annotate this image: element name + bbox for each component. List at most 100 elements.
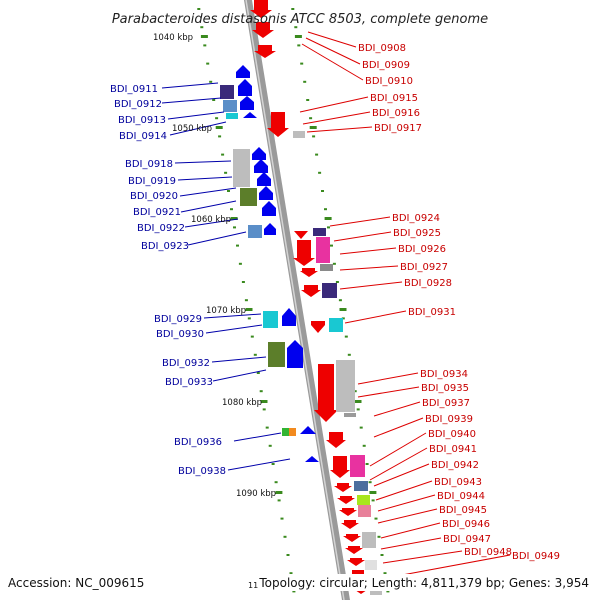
scale-tick: [380, 554, 384, 556]
scale-tick: [324, 208, 327, 211]
scale-tick: [306, 99, 310, 101]
scale-label: 1070 kbp: [206, 306, 246, 316]
left-gene-labels: BDI_0911 BDI_0912 BDI_0913 BDI_0914 BDI_…: [110, 84, 226, 477]
gene-label[interactable]: BDI_0947: [443, 534, 491, 545]
gene-label[interactable]: BDI_0913: [118, 115, 166, 126]
gene-box: [329, 318, 343, 332]
scale-tick-major: [294, 35, 302, 38]
gene-box: [220, 85, 234, 99]
gene-label[interactable]: BDI_0934: [420, 369, 468, 380]
gene-arrow: [259, 186, 273, 200]
scale-tick: [262, 408, 266, 411]
gene-arrow: [243, 112, 257, 118]
scale-tick: [297, 44, 301, 47]
gene-label[interactable]: BDI_0925: [393, 228, 441, 239]
gene-label[interactable]: BDI_0916: [372, 108, 420, 119]
gene-label[interactable]: BDI_0935: [421, 383, 469, 394]
scale-tick-major: [275, 491, 283, 494]
scale-tick-major: [369, 491, 377, 494]
scale-tick: [289, 572, 293, 575]
gene-label[interactable]: BDI_0919: [128, 176, 176, 187]
gene-label[interactable]: BDI_0917: [374, 123, 422, 134]
gene-label[interactable]: BDI_0914: [119, 131, 167, 142]
gene-box: [362, 532, 376, 548]
gene-label[interactable]: BDI_0922: [137, 223, 185, 234]
scale-tick-major: [324, 217, 332, 220]
gene-arrow: [300, 426, 316, 434]
gene-arrow: [305, 456, 319, 462]
gene-label[interactable]: BDI_0926: [398, 244, 446, 255]
gene-label[interactable]: BDI_0933: [165, 377, 213, 388]
gene-box: [226, 113, 238, 119]
label-leaders: [161, 31, 511, 579]
gene-label[interactable]: BDI_0910: [365, 76, 413, 87]
scale-tick: [197, 8, 201, 10]
gene-box: [358, 505, 371, 517]
scale-tick: [280, 517, 284, 520]
gene-arrow: [262, 201, 276, 216]
gene-label[interactable]: BDI_0948: [464, 547, 512, 558]
gene-box: [289, 428, 296, 436]
gene-label[interactable]: BDI_0941: [429, 444, 477, 455]
gene-label[interactable]: BDI_0921: [133, 207, 181, 218]
scale-tick: [233, 226, 236, 229]
gene-arrow: [347, 558, 365, 566]
gene-label[interactable]: BDI_0912: [114, 99, 162, 110]
gene-label[interactable]: BDI_0908: [358, 43, 406, 54]
gene-label[interactable]: BDI_0924: [392, 213, 440, 224]
gene-label[interactable]: BDI_0944: [437, 491, 485, 502]
gene-label[interactable]: BDI_0927: [400, 262, 448, 273]
map-title: Parabacteroides distasonis ATCC 8503, co…: [112, 12, 488, 27]
scale-label: 1080 kbp: [222, 398, 262, 408]
topology-backdrop: [258, 574, 592, 591]
gene-label[interactable]: BDI_0939: [425, 414, 473, 425]
gene-label[interactable]: BDI_0932: [162, 358, 210, 369]
scale-tick: [212, 99, 216, 101]
gene-label[interactable]: BDI_0931: [408, 307, 456, 318]
scale-tick-major: [309, 126, 317, 129]
gene-box: [354, 481, 368, 491]
scale-tick: [203, 44, 207, 47]
gene-arrow: [236, 65, 250, 78]
scale-tick: [309, 117, 313, 120]
gene-arrow: [250, 0, 272, 18]
scale-tick: [335, 281, 339, 283]
gene-label[interactable]: BDI_0940: [428, 429, 476, 440]
gene-label[interactable]: BDI_0918: [125, 159, 173, 170]
gene-label[interactable]: BDI_0938: [178, 466, 226, 477]
gene-label[interactable]: BDI_0928: [404, 278, 452, 289]
gene-label[interactable]: BDI_0930: [156, 329, 204, 340]
gene-arrow: [311, 321, 325, 333]
gene-arrow: [341, 520, 359, 529]
accession-text: Accession: NC_009615: [8, 576, 144, 590]
gene-label[interactable]: BDI_0946: [442, 519, 490, 530]
scale-tick: [344, 335, 348, 338]
gene-label[interactable]: BDI_0936: [174, 437, 222, 448]
scale-tick: [206, 62, 210, 65]
scale-tick: [244, 299, 248, 302]
gene-box: [322, 283, 337, 298]
gene-label[interactable]: BDI_0945: [439, 505, 487, 516]
gene-label[interactable]: BDI_0923: [141, 241, 189, 252]
gene-label[interactable]: BDI_0920: [130, 191, 178, 202]
gene-arrow: [240, 96, 254, 110]
gene-box: [350, 455, 365, 477]
scale-tick: [238, 262, 242, 265]
scale-tick: [283, 535, 287, 538]
gene-label[interactable]: BDI_0915: [370, 93, 418, 104]
gene-label[interactable]: BDI_0937: [422, 398, 470, 409]
scale-tick: [356, 408, 360, 411]
gene-box: [240, 188, 257, 206]
scale-tick: [286, 554, 290, 556]
gene-arrow: [252, 22, 274, 38]
scale-tick: [368, 481, 372, 484]
gene-label[interactable]: BDI_0909: [362, 60, 410, 71]
scale-tick: [338, 299, 342, 302]
gene-label[interactable]: BDI_0911: [110, 84, 158, 95]
gene-label[interactable]: BDI_0929: [154, 314, 202, 325]
gene-label[interactable]: BDI_0943: [434, 477, 482, 488]
scale-tick: [268, 444, 272, 447]
gene-label[interactable]: BDI_0949: [512, 551, 560, 562]
gene-label[interactable]: BDI_0942: [431, 460, 479, 471]
